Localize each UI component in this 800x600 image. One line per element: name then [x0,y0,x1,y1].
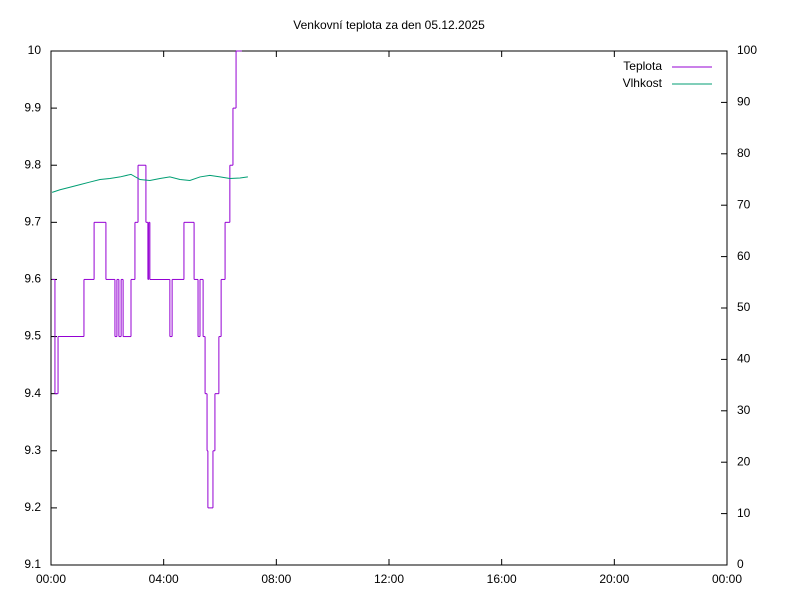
y-tick-label: 9.4 [24,386,41,400]
y-tick-label: 9.8 [24,157,41,171]
y-tick-label: 9.2 [24,500,41,514]
x-tick-label: 00:00 [712,572,742,586]
y2-tick-label: 50 [737,300,751,314]
series-line [51,173,248,193]
legend-label: Vlhkost [623,76,663,90]
legend-label: Teplota [623,59,662,73]
y-tick-label: 9.5 [24,329,41,343]
y2-tick-label: 20 [737,454,751,468]
y2-tick-label: 80 [737,146,751,160]
x-tick-label: 20:00 [599,572,629,586]
plot-frame [50,50,728,566]
y2-tick-label: 90 [737,95,751,109]
y-tick-label: 9.7 [24,215,41,229]
y2-tick-label: 30 [737,403,751,417]
y-tick-label: 9.1 [24,557,41,571]
x-tick-label: 04:00 [149,572,179,586]
y2-tick-label: 70 [737,197,751,211]
y-tick-label: 9.3 [24,443,41,457]
y2-tick-label: 0 [737,557,744,571]
y-tick-label: 10 [28,43,42,57]
y2-tick-label: 100 [737,43,757,57]
y2-tick-label: 60 [737,249,751,263]
y-tick-label: 9.9 [24,100,41,114]
y-tick-label: 9.6 [24,272,41,286]
x-tick-label: 00:00 [36,572,66,586]
y2-tick-label: 40 [737,352,751,366]
x-tick-label: 16:00 [487,572,517,586]
x-tick-label: 08:00 [261,572,291,586]
chart-title: Venkovní teplota za den 05.12.2025 [293,18,485,32]
x-tick-label: 12:00 [374,572,404,586]
y2-tick-label: 10 [737,506,751,520]
